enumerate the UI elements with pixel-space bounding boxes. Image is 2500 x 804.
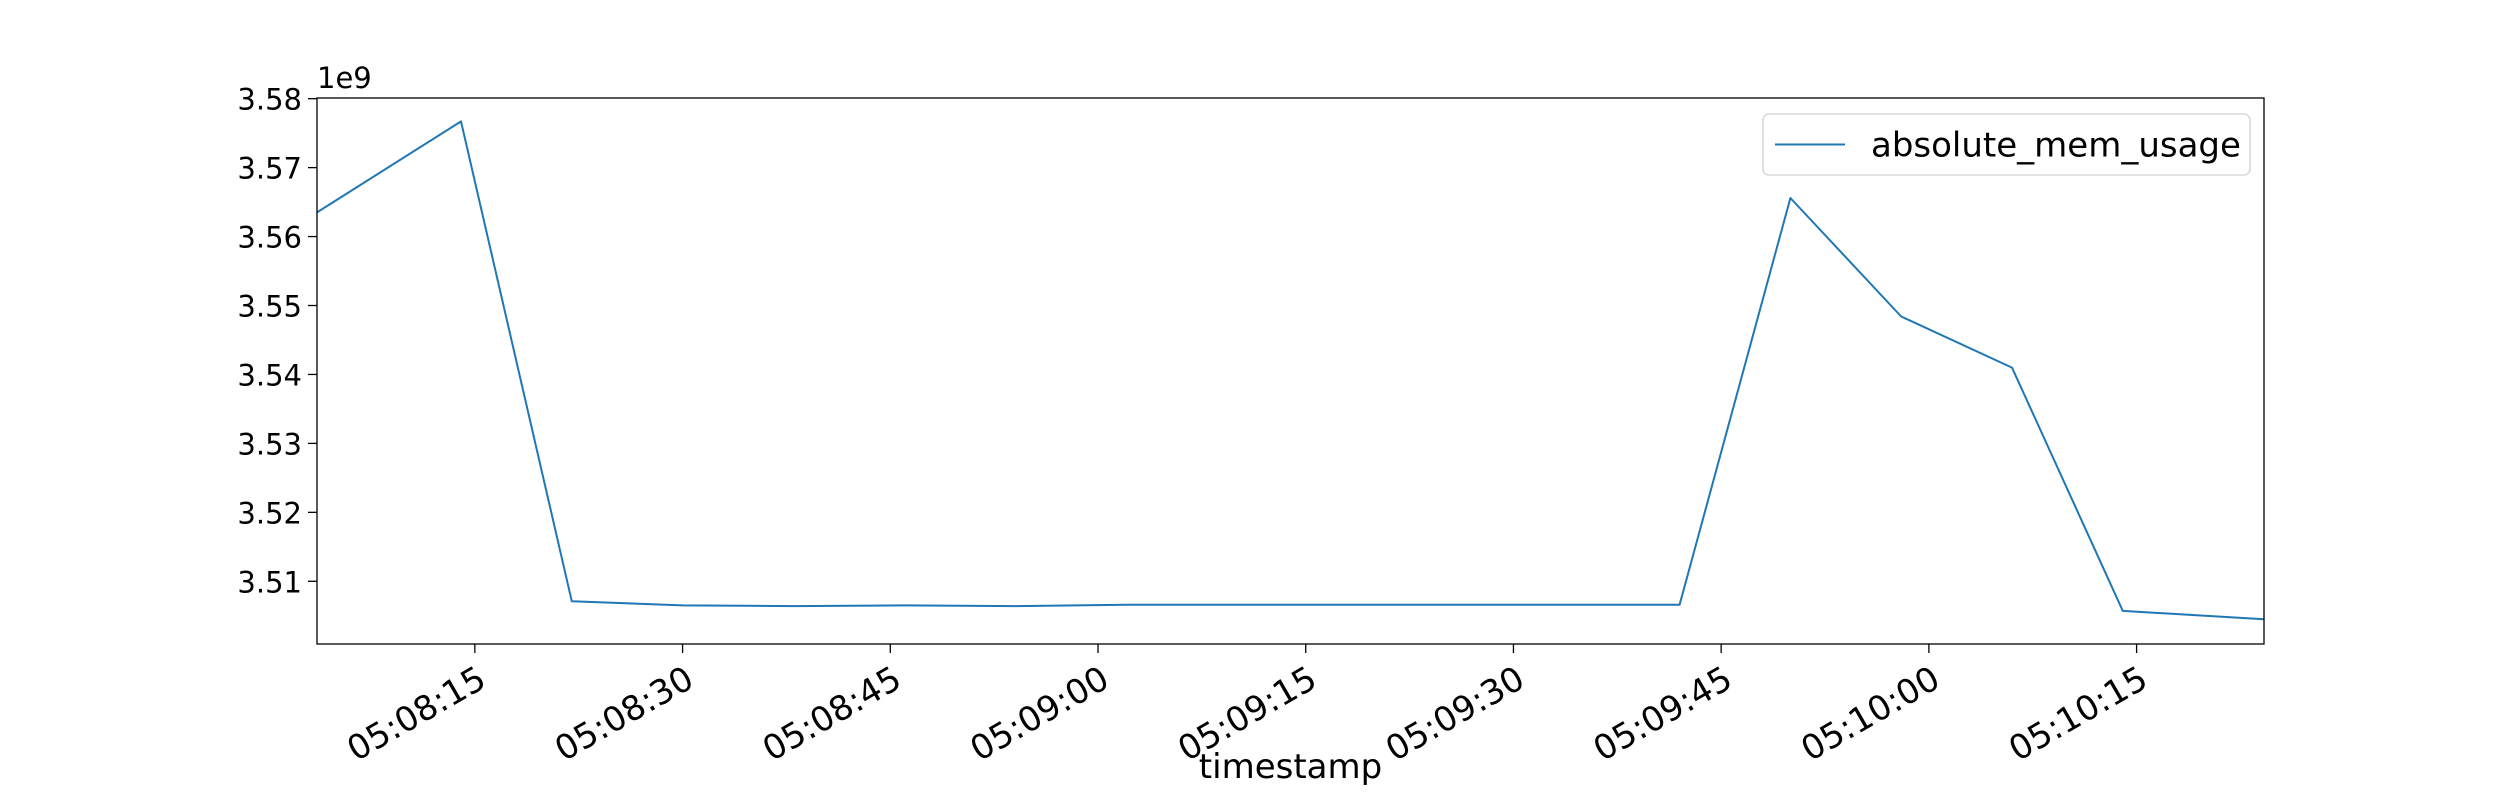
x-tick-label: 05:08:30: [548, 659, 700, 770]
legend-box: [1762, 113, 2251, 176]
plot-frame: [316, 97, 2265, 645]
x-tick-label: 05:09:30: [1379, 659, 1531, 770]
y-tick-label: 3.57: [237, 152, 302, 186]
x-tick-label: 05:08:45: [756, 659, 908, 770]
x-tick-label: 05:08:15: [341, 659, 493, 770]
y-tick-label: 3.53: [237, 427, 302, 461]
x-tick-label: 05:09:00: [964, 659, 1116, 770]
y-tick-label: 3.56: [237, 221, 302, 255]
y-tick-label: 3.54: [237, 358, 302, 392]
y-tick-label: 3.55: [237, 290, 302, 324]
y-tick-label: 3.58: [237, 83, 302, 117]
legend-entry-label: absolute_mem_usage: [1871, 126, 2241, 166]
y-tick-label: 3.52: [237, 496, 302, 530]
series-layer: [316, 120, 2265, 621]
legend: absolute_mem_usage: [1762, 113, 2251, 176]
x-tick-label: 05:09:45: [1587, 659, 1739, 770]
series-line: [316, 120, 2265, 621]
y-axis-ticks: 3.51 3.52 3.53 3.54 3.55 3.56 3.57 3.58: [237, 83, 317, 599]
x-axis-label: timestamp: [1199, 747, 1382, 787]
x-tick-label: 05:10:00: [1795, 659, 1947, 770]
y-axis-offset-label: 1e9: [317, 61, 372, 95]
x-tick-label: 05:10:15: [2002, 659, 2154, 770]
y-tick-label: 3.51: [237, 565, 302, 599]
